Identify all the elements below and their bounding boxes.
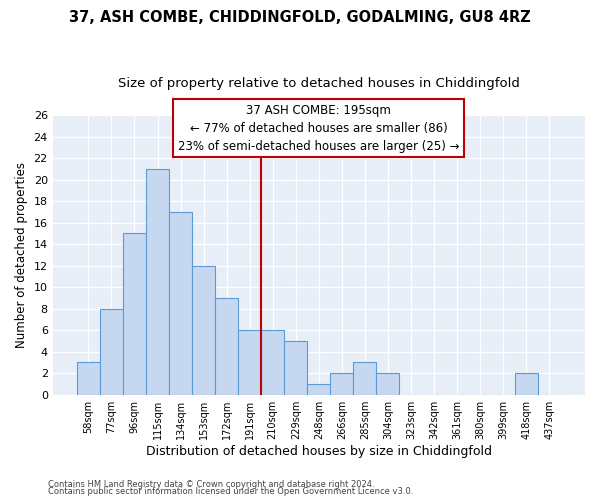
Bar bbox=[515, 373, 538, 394]
Bar bbox=[261, 330, 284, 394]
Bar bbox=[100, 308, 123, 394]
Bar bbox=[77, 362, 100, 394]
Bar bbox=[146, 169, 169, 394]
Bar bbox=[192, 266, 215, 394]
Text: 37 ASH COMBE: 195sqm
← 77% of detached houses are smaller (86)
23% of semi-detac: 37 ASH COMBE: 195sqm ← 77% of detached h… bbox=[178, 104, 460, 152]
Bar bbox=[376, 373, 400, 394]
Bar bbox=[353, 362, 376, 394]
Text: Contains public sector information licensed under the Open Government Licence v3: Contains public sector information licen… bbox=[48, 487, 413, 496]
Bar bbox=[169, 212, 192, 394]
Title: Size of property relative to detached houses in Chiddingfold: Size of property relative to detached ho… bbox=[118, 78, 520, 90]
Bar bbox=[284, 341, 307, 394]
Bar bbox=[123, 234, 146, 394]
Bar bbox=[307, 384, 331, 394]
Y-axis label: Number of detached properties: Number of detached properties bbox=[15, 162, 28, 348]
Bar bbox=[238, 330, 261, 394]
X-axis label: Distribution of detached houses by size in Chiddingfold: Distribution of detached houses by size … bbox=[146, 444, 492, 458]
Text: 37, ASH COMBE, CHIDDINGFOLD, GODALMING, GU8 4RZ: 37, ASH COMBE, CHIDDINGFOLD, GODALMING, … bbox=[69, 10, 531, 25]
Text: Contains HM Land Registry data © Crown copyright and database right 2024.: Contains HM Land Registry data © Crown c… bbox=[48, 480, 374, 489]
Bar bbox=[331, 373, 353, 394]
Bar bbox=[215, 298, 238, 394]
